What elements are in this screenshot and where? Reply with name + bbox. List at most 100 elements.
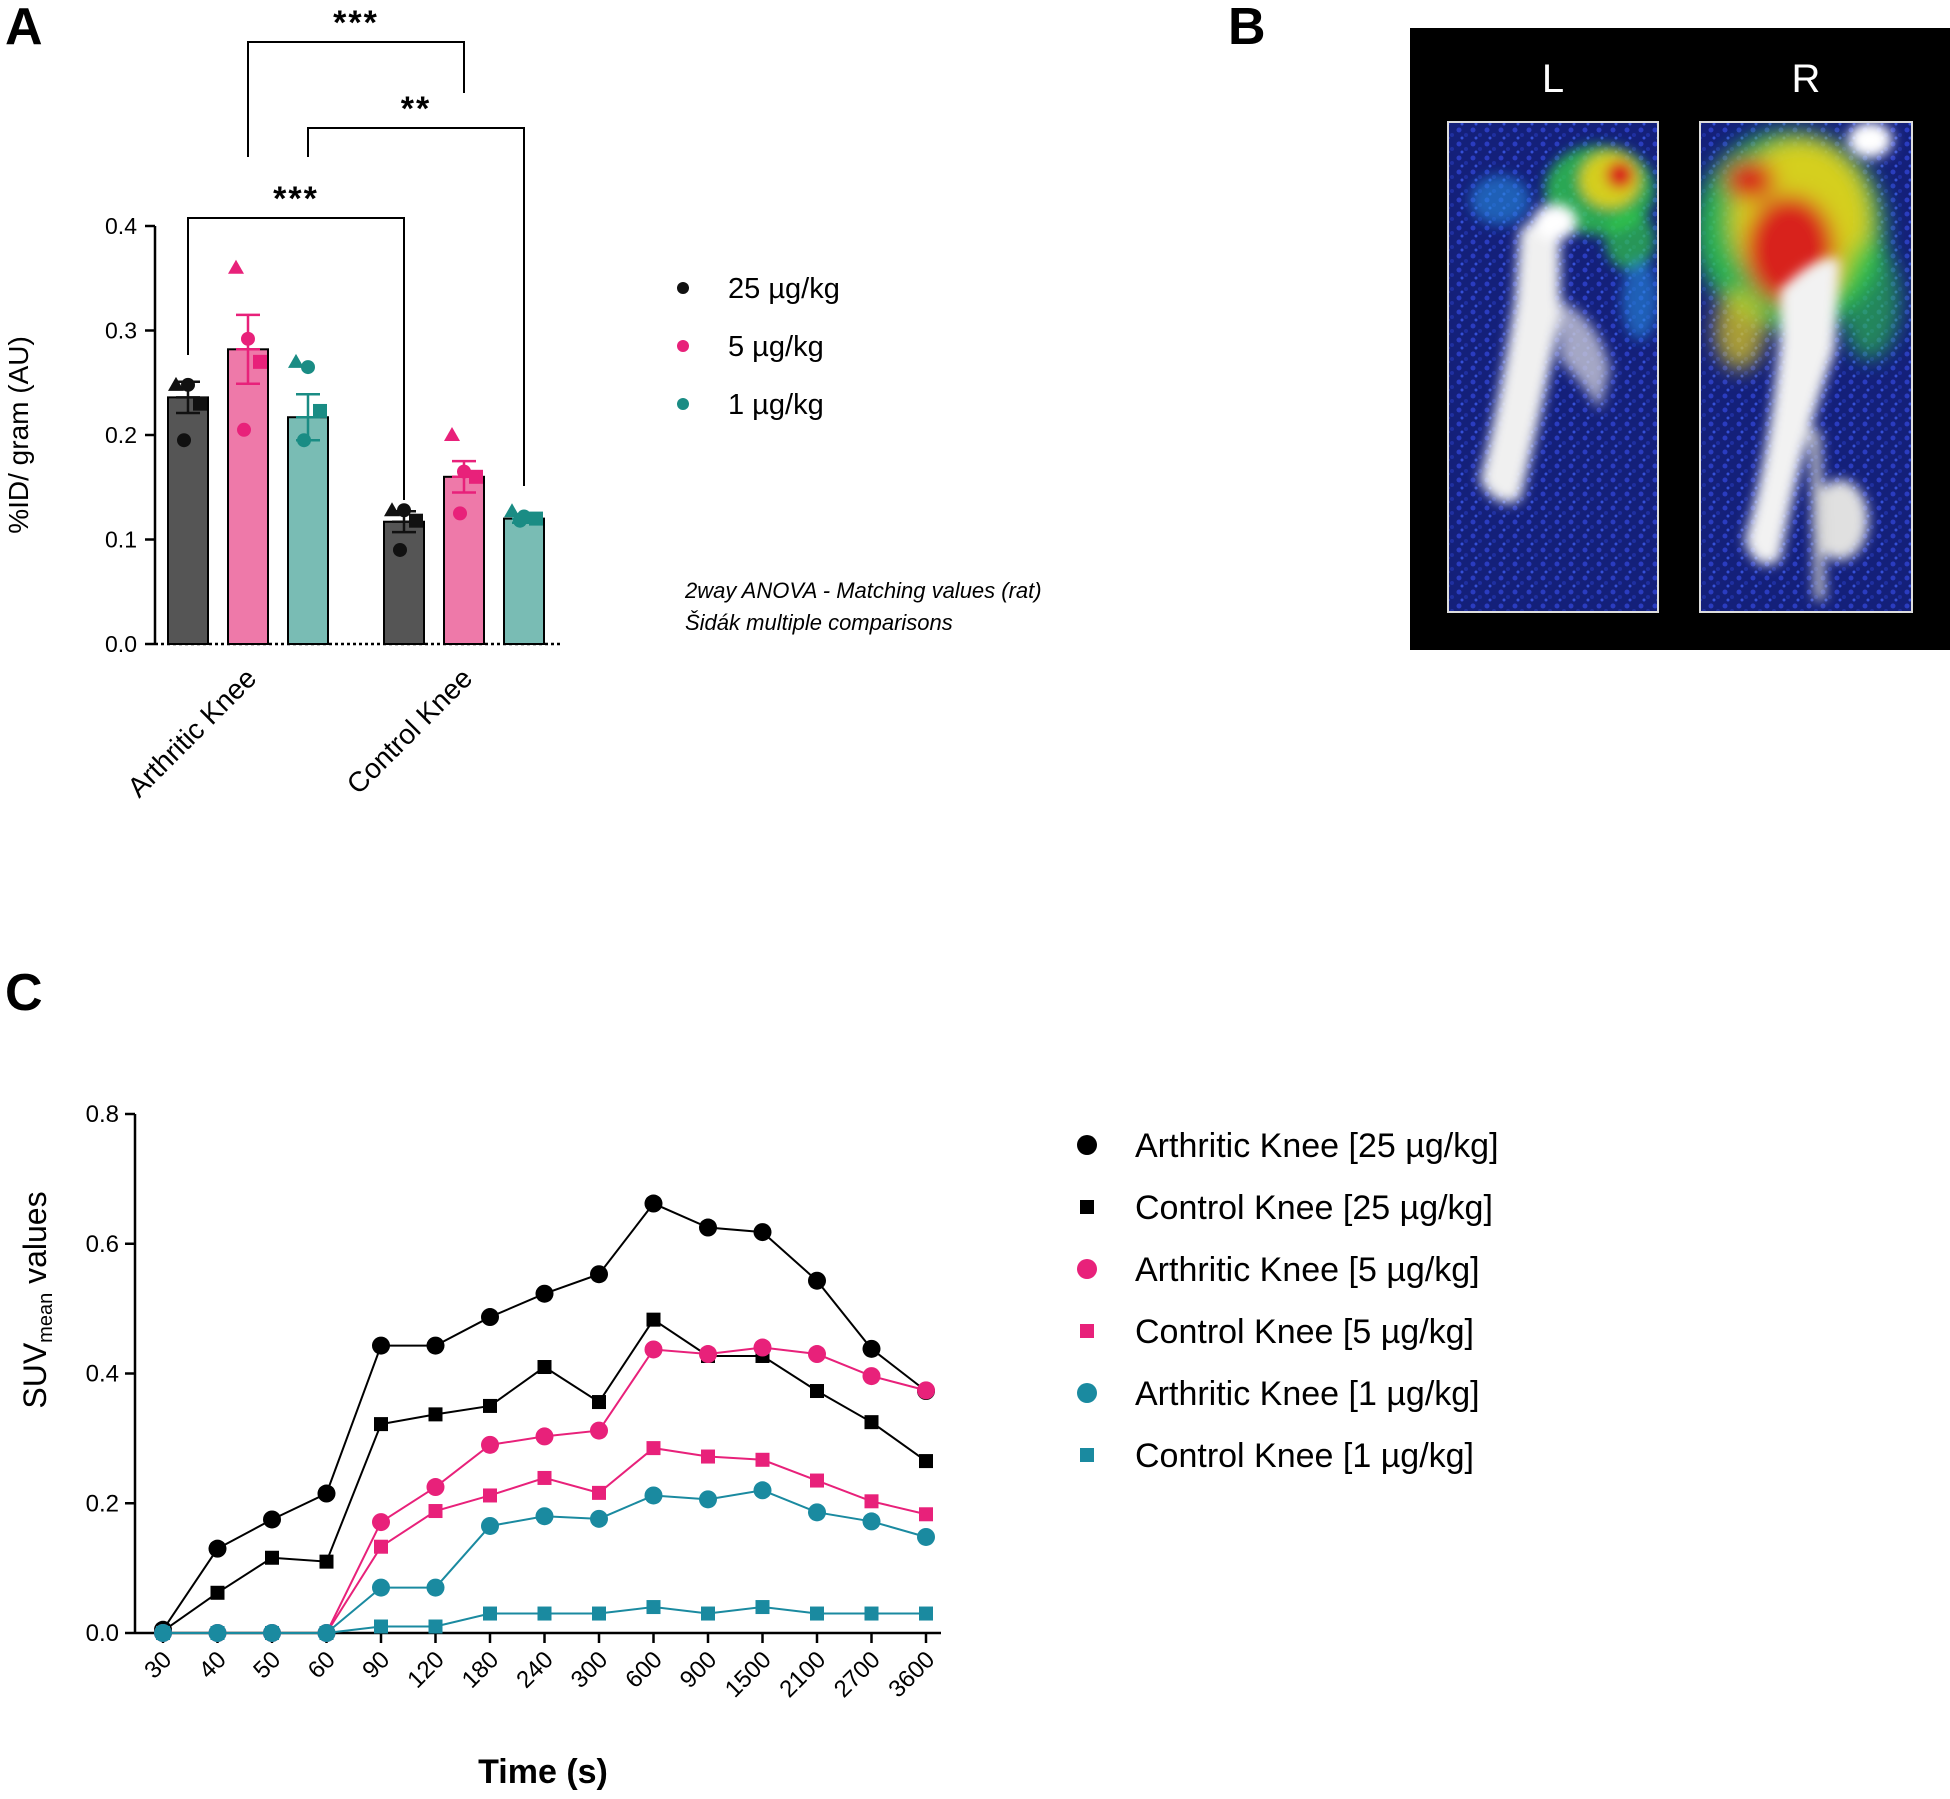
legend-marker [1080,1324,1094,1338]
data-point [265,1550,279,1565]
data-point [646,1312,661,1327]
data-point [701,1606,715,1621]
y-tick-label: 0.6 [86,1231,119,1258]
legend-label: Control Knee [25 µg/kg] [1135,1189,1493,1227]
legend-marker [677,398,689,410]
data-point [864,1606,879,1621]
legend-label: Arthritic Knee [5 µg/kg] [1135,1251,1480,1289]
y-tick-label: 0.2 [105,422,137,448]
data-point [208,1539,227,1558]
data-point [699,1490,717,1509]
y-tick-label: 0.0 [105,631,137,657]
data-point [288,353,304,368]
data-point [919,1606,933,1621]
x-tick-label: 90 [357,1646,395,1684]
legend-marker [1080,1200,1094,1214]
data-point [529,511,543,526]
data-point [428,1619,443,1634]
data-point [810,1384,824,1399]
data-point [181,377,195,392]
legend-label: 5 µg/kg [728,331,824,363]
legend-marker [1077,1135,1097,1155]
data-point [210,1585,225,1600]
data-point [535,1284,554,1303]
data-point [168,376,184,391]
data-point [535,1427,554,1446]
data-point [384,502,400,517]
data-point [156,1626,170,1640]
data-point [592,1485,606,1500]
significance-bracket-25ug [187,217,405,500]
data-point [301,360,315,375]
data-point [755,1600,770,1615]
data-point [701,1449,715,1464]
data-point [919,1454,933,1469]
x-tick-label: 180 [457,1646,504,1693]
data-point [646,1600,661,1615]
data-point [810,1606,824,1621]
data-point [469,469,483,484]
data-point [753,1338,772,1357]
legend-marker [677,282,689,294]
data-point [590,1509,608,1528]
data-point [453,506,467,521]
left-knee-label: L [1542,57,1564,101]
x-tick-label: 2700 [829,1646,886,1703]
data-point [917,1527,935,1546]
y-tick-label: 0.3 [105,318,137,344]
x-tick-label: 240 [511,1646,558,1693]
data-point [862,1367,881,1386]
significance-bracket-5ug [247,41,465,157]
significance-bracket-1ug-label: ** [401,90,431,128]
x-tick-label: 600 [620,1646,667,1693]
data-point [374,1539,388,1554]
panel-a-bar-chart: 0.0 0.1 0.2 0.3 0.4 Arthritic Knee Control Kne… [105,4,560,803]
data-point [457,464,471,479]
data-point [177,433,191,448]
legend-label: Control Knee [5 µg/kg] [1135,1313,1474,1351]
x-category-label: Arthritic Knee [121,662,262,803]
data-point [862,1512,881,1531]
y-tick-label: 0.2 [86,1490,119,1517]
data-point [374,1417,388,1432]
x-tick-label: 900 [675,1646,722,1693]
legend-label: Arthritic Knee [1 µg/kg] [1135,1375,1480,1413]
x-tick-label: 3600 [883,1646,940,1703]
data-point [313,403,327,418]
data-point [319,1626,334,1640]
panel-a-legend: 25 µg/kg 5 µg/kg 1 µg/kg [677,273,840,421]
data-point [319,1554,334,1569]
data-point [481,1308,499,1327]
legend-label: 1 µg/kg [728,389,824,421]
y-tick-label: 0.1 [105,527,137,553]
data-point [483,1398,497,1413]
legend-marker [1080,1448,1094,1462]
bar [167,396,209,645]
data-point [919,1507,933,1522]
panel-a-y-axis-label: %ID/ gram (AU) [3,336,34,534]
panel-a-letter: A [5,0,43,56]
data-point [753,1481,772,1500]
bar [503,517,545,645]
data-point [537,1606,552,1621]
data-point [864,1415,879,1430]
data-point [317,1484,336,1503]
panel-c-line-chart: 0.0 0.2 0.4 0.6 0.8 30 40 50 60 90 120 180 240 300 600… [86,1101,941,1703]
data-point [393,542,407,557]
data-point [699,1345,717,1364]
data-point [444,427,460,441]
significance-bracket-25ug-label: *** [273,180,319,218]
data-point [372,1578,390,1597]
data-point [537,1360,552,1375]
legend-marker [1077,1383,1097,1403]
data-point [397,503,411,518]
data-point [241,331,255,346]
panel-b-letter: B [1228,0,1266,56]
data-point [481,1435,499,1454]
bar [287,416,329,645]
x-tick-label: 2100 [774,1646,831,1703]
data-point [428,1504,443,1519]
data-point [426,1336,445,1355]
panel-a-stats-note-line2: Šidák multiple comparisons [685,610,953,635]
